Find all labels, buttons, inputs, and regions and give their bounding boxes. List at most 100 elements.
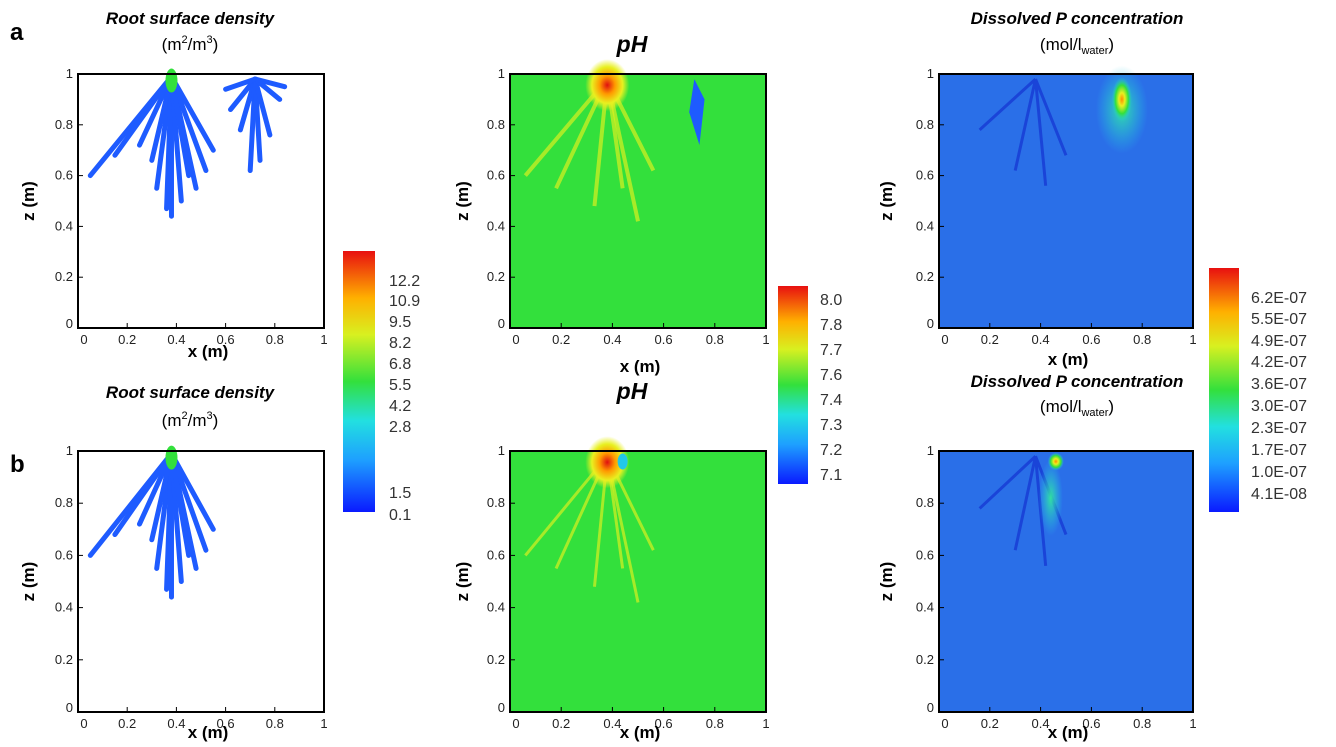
y-tick-label: 1 xyxy=(66,66,73,81)
chart-panel-b-dissolved-p: 0 0.2 0.4 0.6 0.8 1 0 0.2 0.4 0.6 0.8 1 x (m) z (m) Di… xyxy=(877,372,1197,742)
y-tick-label: 0 xyxy=(927,700,934,715)
x-tick-label: 0.4 xyxy=(167,716,185,731)
root-8 xyxy=(168,451,209,553)
unit-sup: 3 xyxy=(207,34,213,46)
root-crown xyxy=(165,445,178,470)
x-tick-label: 0.4 xyxy=(1032,332,1050,347)
chart-panel-b-root-density: 0 0.2 0.4 0.6 0.8 1 0 0.2 0.4 0.6 0.8 1 x (m) z (m) Ro… xyxy=(19,383,328,742)
ph-field xyxy=(510,451,766,712)
unit-sub: water xyxy=(1080,45,1108,57)
x-tick-label: 0.2 xyxy=(118,332,136,347)
x-tick-label: 0.6 xyxy=(1082,332,1100,347)
y-tick-label: 0 xyxy=(66,316,73,331)
chart-panel-a-ph: 0 0.2 0.4 0.6 0.8 1 0 0.2 0.4 0.6 0.8 1 x (m) z (m) pH xyxy=(453,31,770,376)
colorbar-ph-label-3: 7.6 xyxy=(820,367,842,384)
root-11 xyxy=(168,451,192,558)
ph-low-zone xyxy=(689,79,705,146)
plot-frame xyxy=(77,450,325,713)
colorbar-root-label-3: 8.2 xyxy=(389,335,411,352)
y-tick-label: 0.6 xyxy=(916,547,934,562)
panel-label-a: a xyxy=(10,19,24,46)
x-tick-label: 0.6 xyxy=(1082,716,1100,731)
colorbar-root-label-6: 4.2 xyxy=(389,398,411,415)
x-tick-label: 0 xyxy=(80,332,87,347)
colorbar-ph-scale xyxy=(778,286,808,484)
unit-part: ) xyxy=(1108,397,1114,416)
chart-title: Dissolved P concentration xyxy=(971,372,1184,391)
y-tick-label: 0.6 xyxy=(55,547,73,562)
colorbar-p-label-2: 4.9E-07 xyxy=(1251,333,1307,350)
chart-title: Dissolved P concentration xyxy=(971,9,1184,28)
colorbar-ph-label-7: 7.1 xyxy=(820,467,842,484)
y-tick-label: 0.2 xyxy=(55,269,73,284)
y-tick-label: 0 xyxy=(66,700,73,715)
p-plume-halo xyxy=(1038,459,1063,536)
root-crown xyxy=(165,68,178,93)
colorbar-root-label-7: 2.8 xyxy=(389,419,411,436)
x-tick-label: 0.8 xyxy=(706,716,724,731)
chart-unit: (m2/m3) xyxy=(162,34,219,54)
p-depletion-1 xyxy=(1013,455,1037,551)
colorbar-p-label-8: 1.0E-07 xyxy=(1251,464,1307,481)
colorbar-ph-label-5: 7.3 xyxy=(820,417,842,434)
x-tick-label: 0.4 xyxy=(1032,716,1050,731)
y-tick-label: 0.8 xyxy=(916,495,934,510)
ph-hotspot xyxy=(585,59,630,112)
root-9 xyxy=(168,451,216,532)
ph-hotspot xyxy=(585,436,630,489)
colorbar-root-density: 12.2 10.9 9.5 8.2 6.8 5.5 4.2 2.8 1.5 0.… xyxy=(343,251,420,524)
plot-frame xyxy=(509,73,767,329)
y-tick-label: 1 xyxy=(927,443,934,458)
x-axis-label: x (m) xyxy=(1048,350,1089,369)
ph-field xyxy=(510,74,766,328)
chart-title: pH xyxy=(616,31,648,57)
colorbar-p-scale xyxy=(1209,268,1239,512)
x-tick-label: 0 xyxy=(941,332,948,347)
y-tick-label: 0 xyxy=(498,316,505,331)
plot-frame xyxy=(509,450,767,713)
p-depletion-2 xyxy=(1034,78,1048,186)
panel-label-b: b xyxy=(10,451,25,478)
colorbar-p-label-5: 3.0E-07 xyxy=(1251,398,1307,415)
colorbar-root-density-scale xyxy=(343,251,375,512)
chart-panel-a-root-density: 0 0.2 0.4 0.6 0.8 1 0 0.2 0.4 0.6 0.8 1 x (m) z (m) Ro… xyxy=(19,9,328,361)
y-tick-label: 1 xyxy=(498,443,505,458)
root-b-4 xyxy=(252,76,273,138)
x-tick-label: 0.8 xyxy=(266,332,284,347)
unit-sup: 3 xyxy=(207,410,213,422)
root-10 xyxy=(149,451,174,543)
chart-unit: (mol/lwater) xyxy=(1040,397,1114,419)
p-field xyxy=(939,451,1193,712)
y-tick-label: 0.2 xyxy=(487,269,505,284)
p-depletion-1 xyxy=(1013,78,1037,171)
colorbar-ph-label-1: 7.8 xyxy=(820,317,842,334)
x-tick-label: 0 xyxy=(512,332,519,347)
y-tick-label: 0.2 xyxy=(916,269,934,284)
y-tick-label: 0.4 xyxy=(55,218,73,233)
x-axis-label: x (m) xyxy=(620,723,661,742)
x-tick-label: 0.4 xyxy=(603,716,621,731)
p-depletion-0 xyxy=(978,77,1037,131)
root-1 xyxy=(112,74,174,158)
root-b-3 xyxy=(252,76,263,163)
unit-part: ) xyxy=(213,411,219,430)
y-tick-label: 0.2 xyxy=(55,652,73,667)
y-axis-label: z (m) xyxy=(877,181,896,221)
plot-frame xyxy=(938,450,1194,713)
unit-part: ) xyxy=(1108,35,1114,54)
x-tick-label: 0.6 xyxy=(655,716,673,731)
y-axis-label: z (m) xyxy=(877,562,896,602)
x-tick-label: 0.2 xyxy=(552,332,570,347)
colorbar-root-label-2: 9.5 xyxy=(389,314,411,331)
x-tick-label: 0.8 xyxy=(706,332,724,347)
x-axis-label: x (m) xyxy=(188,342,229,361)
chart-title: pH xyxy=(616,378,648,404)
x-tick-label: 0.2 xyxy=(981,332,999,347)
unit-sup: 2 xyxy=(182,410,188,422)
x-tick-label: 0 xyxy=(941,716,948,731)
unit-sub: water xyxy=(1080,407,1108,419)
y-tick-label: 0.4 xyxy=(916,600,934,615)
y-tick-label: 0.6 xyxy=(487,168,505,183)
colorbar-p-label-7: 1.7E-07 xyxy=(1251,442,1307,459)
